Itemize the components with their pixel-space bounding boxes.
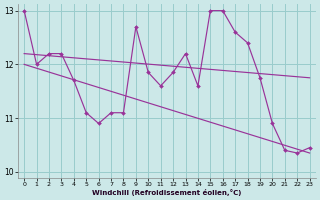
X-axis label: Windchill (Refroidissement éolien,°C): Windchill (Refroidissement éolien,°C)	[92, 189, 242, 196]
